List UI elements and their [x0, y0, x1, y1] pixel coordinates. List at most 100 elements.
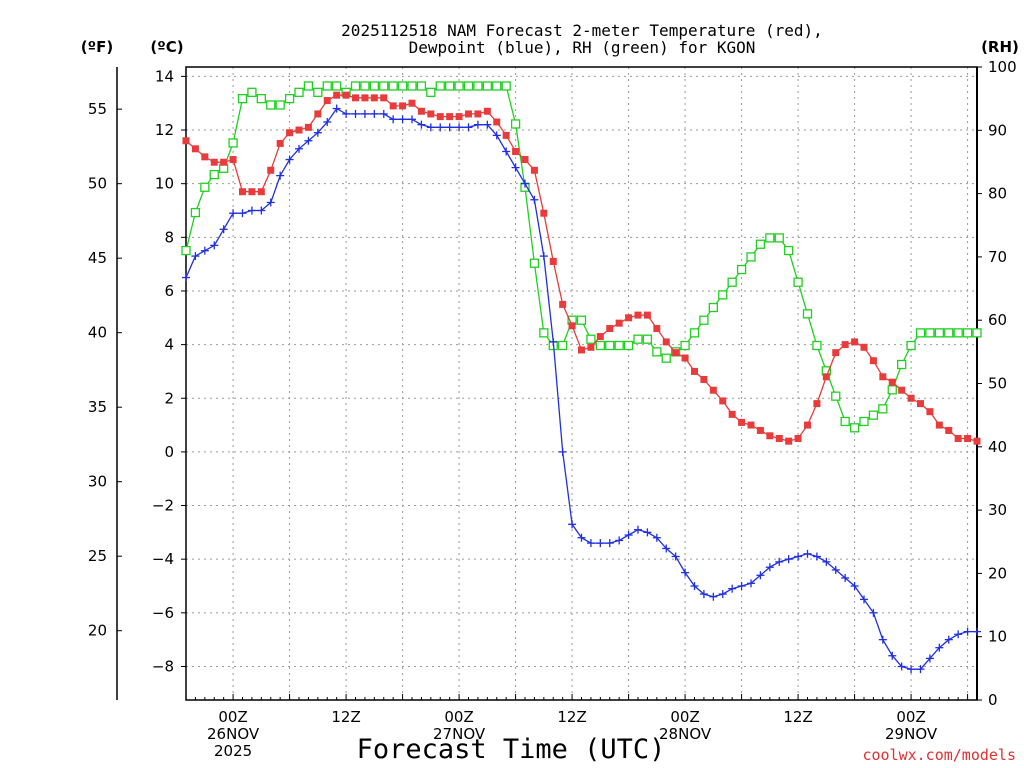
rh-point [887, 385, 897, 395]
rh-point [661, 353, 671, 363]
dewpoint-point [389, 115, 398, 124]
temperature-point [615, 319, 623, 327]
temperature-point [926, 408, 934, 416]
rh-point [209, 169, 219, 180]
dewpoint-point [342, 109, 351, 118]
rh-point [407, 81, 417, 91]
temperature-point [832, 349, 840, 357]
fahrenheit-tick-label: 35 [88, 398, 107, 416]
rh-point [529, 258, 540, 268]
rh-point [332, 81, 342, 91]
dewpoint-point [775, 557, 784, 566]
dewpoint-point [681, 568, 690, 577]
series-layer [181, 81, 982, 674]
dewpoint-point [605, 539, 614, 548]
dewpoint-point [756, 571, 765, 580]
dewpoint-point [652, 533, 661, 542]
rh-point [303, 81, 314, 91]
temperature-point [286, 129, 294, 137]
rh-point [859, 416, 869, 427]
rh-point [736, 264, 747, 275]
temperature-point [596, 333, 604, 341]
temperature-point [502, 131, 510, 139]
temperature-point [257, 188, 265, 196]
fahrenheit-tick-label: 50 [88, 175, 107, 193]
dewpoint-point [944, 635, 953, 644]
rh-point [953, 328, 963, 338]
x-tick-label: 12Z [557, 708, 586, 726]
temperature-line [185, 94, 978, 442]
temperature-point [201, 153, 209, 161]
plot-frame [185, 66, 978, 701]
temperature-point [540, 209, 548, 217]
x-tick-label: 12Z [783, 708, 812, 726]
temperature-point [719, 397, 727, 405]
dewpoint-point [747, 579, 755, 588]
dewpoint-point [794, 552, 803, 561]
rh-point [181, 245, 191, 256]
dewpoint-point [530, 195, 539, 204]
dewpoint-point [973, 627, 981, 636]
dewpoint-point [765, 563, 774, 572]
temperature-point [578, 346, 585, 354]
temperature-point [568, 322, 576, 330]
temperature-point [530, 166, 538, 174]
dewpoint-point [963, 627, 972, 636]
x-tick-label: 00Z [670, 708, 699, 726]
dewpoint-point [539, 252, 548, 261]
rh-tick-label: 40 [988, 438, 1007, 456]
rh-point [595, 340, 605, 351]
celsius-tick-label: −2 [152, 497, 174, 515]
dewpoint-point [690, 582, 699, 591]
dewpoint-point [549, 337, 558, 346]
temperature-point [841, 341, 849, 349]
temperature-point [587, 343, 595, 351]
dewpoint-point [634, 525, 642, 534]
temperature-point [455, 113, 463, 121]
rh-point [765, 233, 775, 243]
rh-point [699, 315, 709, 325]
temperature-point [756, 426, 764, 434]
temperature-point [446, 113, 454, 121]
rh-point [445, 81, 455, 91]
temperature-point [860, 343, 868, 351]
dewpoint-point [266, 198, 275, 207]
temperature-point [220, 158, 228, 166]
rh-point [558, 340, 568, 351]
temperature-point [333, 91, 341, 99]
rh-point [435, 81, 445, 91]
celsius-tick-label: 2 [164, 389, 174, 407]
dewpoint-point [200, 246, 209, 255]
rh-point [482, 81, 492, 91]
temperature-point [512, 147, 520, 155]
celsius-tick-label: −8 [152, 657, 174, 675]
rh-point [802, 309, 813, 319]
x-tick-label: 12Z [331, 708, 360, 726]
dewpoint-point [182, 273, 190, 282]
temperature-point [323, 97, 331, 105]
credit-text: coolwx.com/models [862, 746, 1016, 764]
rh-point [360, 81, 370, 91]
rh-point [463, 81, 474, 91]
dewpoint-point [247, 206, 256, 215]
dewpoint-point [379, 109, 388, 118]
dewpoint-point [803, 549, 812, 558]
rh-tick-label: 30 [988, 501, 1007, 519]
dewpoint-point [398, 115, 407, 124]
temperature-point [210, 158, 218, 166]
series-temperature [182, 91, 981, 445]
dewpoint-point [210, 241, 219, 250]
x-tick-label: 00Z [896, 708, 925, 726]
rh-point [774, 233, 784, 243]
temperature-point [483, 107, 491, 115]
temperature-point [738, 418, 746, 426]
dewpoint-point [408, 115, 416, 124]
temperature-point [314, 110, 322, 118]
temperature-point [709, 386, 717, 394]
rh-point [247, 87, 257, 97]
temperature-point [182, 137, 190, 145]
celsius-axis-unit: (ºC) [150, 38, 183, 56]
rh-point [200, 182, 210, 192]
dewpoint-point [502, 147, 511, 156]
rh-point [831, 391, 841, 401]
